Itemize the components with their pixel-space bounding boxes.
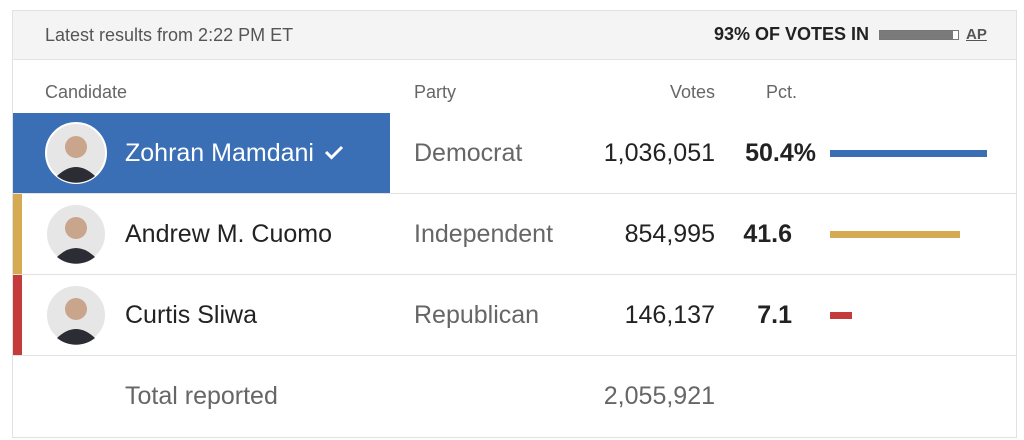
- column-header: Party: [414, 82, 457, 102]
- candidate-photo: [45, 203, 107, 265]
- party: Republican: [414, 301, 540, 329]
- column-header: Votes: [669, 82, 715, 102]
- candidate-name-text: Zohran Mamdani: [125, 139, 314, 167]
- column-header: Candidate: [45, 82, 128, 102]
- candidate-name-text: Curtis Sliwa: [125, 301, 257, 329]
- percent-bar: [830, 312, 853, 319]
- reporting-fill: [880, 31, 953, 39]
- total-votes: 2,055,921: [603, 382, 715, 410]
- candidate-row: Andrew M. Cuomo Independent 854,995 41.6: [13, 194, 1016, 275]
- candidate-name-text: Andrew M. Cuomo: [125, 220, 333, 248]
- votes: 854,995: [624, 220, 715, 248]
- total-row: Total reported 2,055,921: [13, 356, 1016, 437]
- candidate-row: Zohran Mamdani Democrat 1,036,051 50.4%: [13, 113, 1016, 194]
- candidate-photo: [45, 122, 107, 184]
- percent: 50.4%: [745, 139, 816, 167]
- candidate-name: Curtis Sliwa: [125, 301, 257, 330]
- total-label: Total reported: [125, 382, 278, 410]
- column-header: Pct.: [765, 82, 797, 102]
- candidate-name: Andrew M. Cuomo: [125, 220, 332, 249]
- reporting-bar: [879, 30, 959, 40]
- party: Democrat: [414, 139, 523, 167]
- header: Latest results from 2:22 PM ET 93% OF VO…: [13, 11, 1016, 60]
- percent-bar: [830, 231, 960, 238]
- updated-time: Latest results from 2:22 PM ET: [45, 25, 294, 45]
- percent-bar: [830, 150, 988, 157]
- candidate-name: Zohran Mamdani: [125, 139, 344, 168]
- votes: 1,036,051: [603, 139, 715, 167]
- percent: 7.1: [757, 301, 792, 329]
- party-stripe: [13, 275, 22, 355]
- results-card: Latest results from 2:22 PM ET 93% OF VO…: [12, 10, 1017, 438]
- votes: 146,137: [624, 301, 715, 329]
- candidate-row: Curtis Sliwa Republican 146,137 7.1: [13, 275, 1016, 356]
- percent: 41.6: [743, 220, 792, 248]
- winner-check: [324, 146, 344, 161]
- party-stripe: [13, 194, 22, 274]
- source-link[interactable]: AP: [966, 26, 987, 43]
- party: Independent: [414, 220, 554, 248]
- reporting-label: 93% OF VOTES IN: [713, 24, 869, 44]
- candidate-photo: [45, 284, 107, 346]
